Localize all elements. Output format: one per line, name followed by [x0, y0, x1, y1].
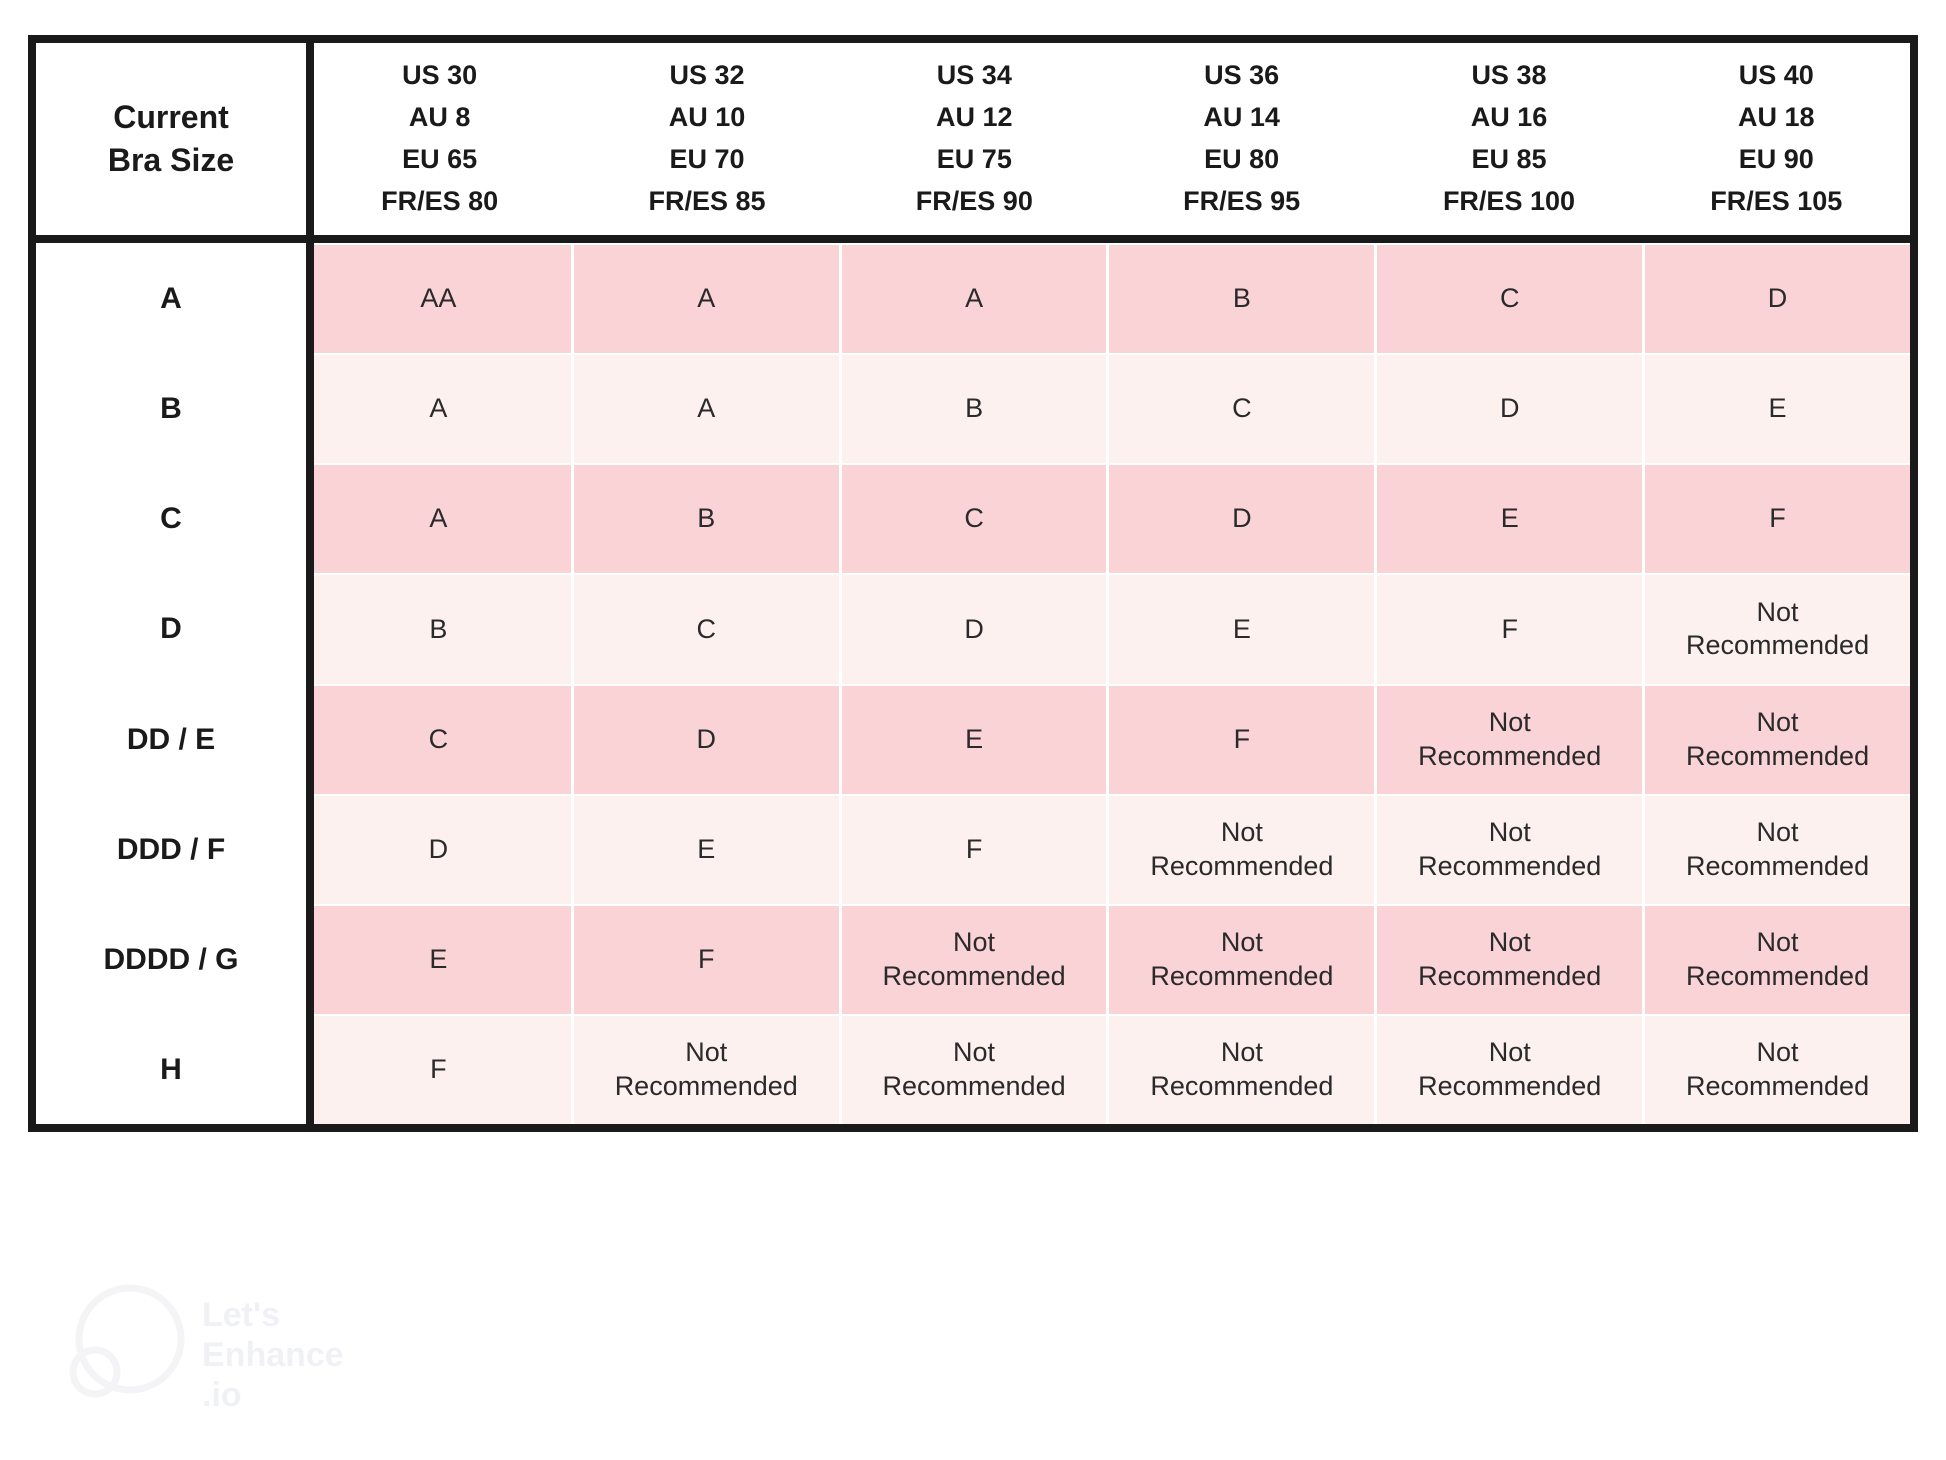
svg-text:.io: .io: [202, 1376, 242, 1414]
svg-text:Let's: Let's: [202, 1296, 280, 1334]
svg-text:Enhance: Enhance: [202, 1336, 344, 1374]
